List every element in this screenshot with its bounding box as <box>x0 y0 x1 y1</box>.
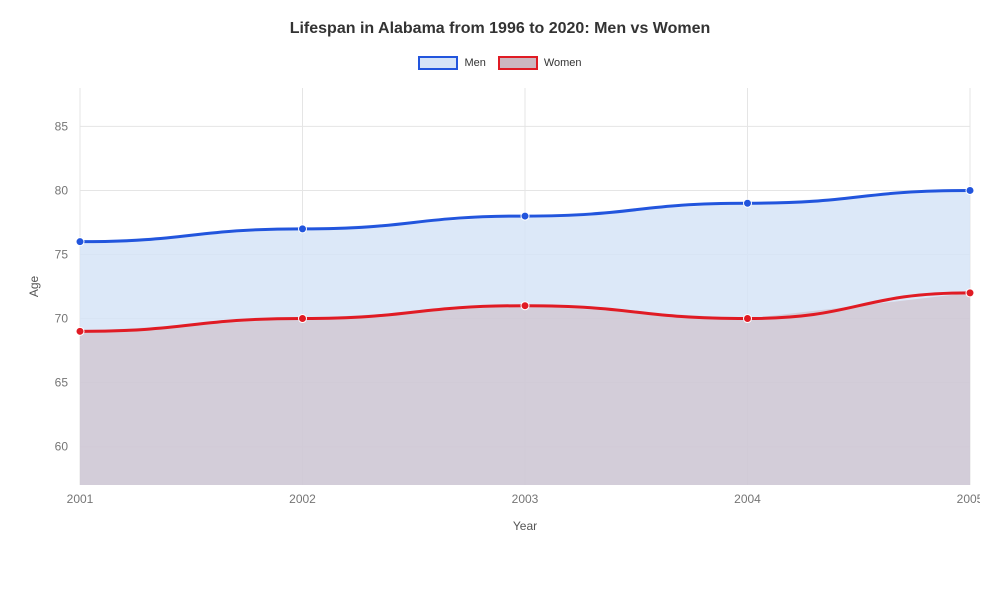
svg-text:2002: 2002 <box>289 492 316 506</box>
svg-text:2005: 2005 <box>957 492 980 506</box>
svg-text:75: 75 <box>55 247 69 261</box>
legend-swatch-men <box>418 56 458 70</box>
svg-text:65: 65 <box>55 376 69 390</box>
legend-item-men: Men <box>418 56 485 70</box>
legend-swatch-women <box>498 56 538 70</box>
svg-text:85: 85 <box>55 119 69 133</box>
legend-label-men: Men <box>464 57 485 69</box>
svg-text:Year: Year <box>513 519 537 533</box>
svg-text:60: 60 <box>55 440 69 454</box>
chart-container: Lifespan in Alabama from 1996 to 2020: M… <box>0 0 1000 600</box>
svg-text:2004: 2004 <box>734 492 761 506</box>
legend: Men Women <box>20 56 980 70</box>
chart-svg: 2001 2002 2003 2004 2005 60 65 70 75 80 85 Year Age <box>20 80 980 540</box>
chart-title: Lifespan in Alabama from 1996 to 2020: M… <box>20 20 980 38</box>
svg-text:70: 70 <box>55 312 69 326</box>
svg-text:2001: 2001 <box>67 492 94 506</box>
svg-text:2003: 2003 <box>512 492 539 506</box>
svg-text:Age: Age <box>27 276 41 298</box>
plot-area: 2001 2002 2003 2004 2005 60 65 70 75 80 85 Year Age <box>20 80 980 540</box>
legend-label-women: Women <box>544 57 582 69</box>
svg-text:80: 80 <box>55 183 69 197</box>
legend-item-women: Women <box>498 56 582 70</box>
